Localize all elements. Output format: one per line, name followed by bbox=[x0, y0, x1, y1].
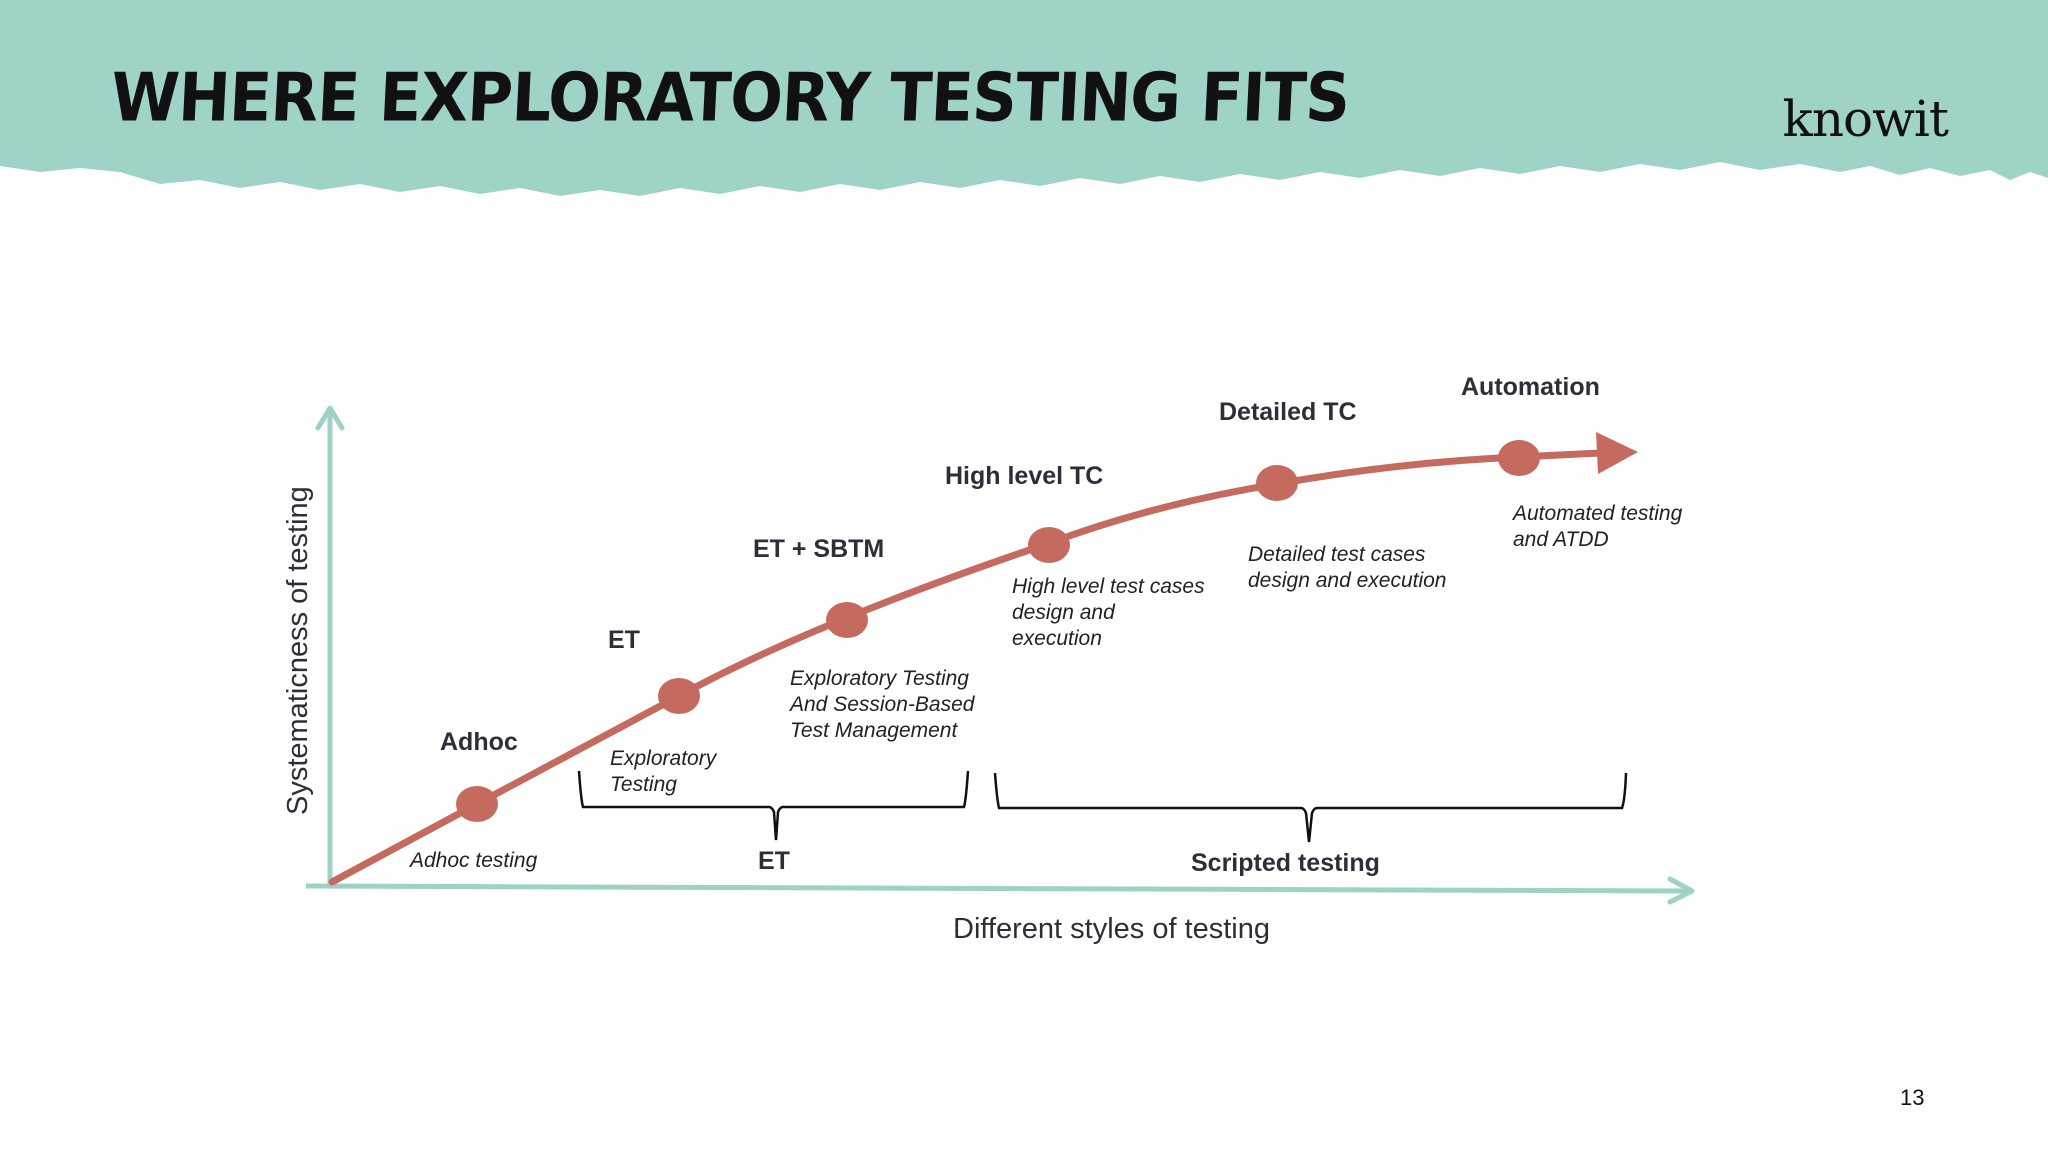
brace-scripted-testing bbox=[993, 772, 1628, 843]
y-axis-arrow-icon bbox=[315, 405, 345, 431]
y-axis-label: Systematicness of testing bbox=[282, 486, 314, 815]
group-label-scripted-testing: Scripted testing bbox=[1191, 849, 1380, 877]
group-label-et: ET bbox=[758, 847, 790, 875]
stage-description-automation: Automated testing and ATDD bbox=[1511, 502, 1688, 551]
stage-marker-high-level-tc bbox=[1028, 527, 1070, 563]
x-axis-arrow-icon bbox=[1667, 876, 1695, 905]
stage-description-high-level-tc: High level test cases design and executi… bbox=[1012, 575, 1210, 650]
x-axis bbox=[305, 883, 1689, 894]
knowit-logo: knowit bbox=[1782, 90, 1949, 148]
stage-label-adhoc: Adhoc bbox=[440, 728, 518, 756]
stage-description-et-sbtm: Exploratory Testing And Session-Based Te… bbox=[788, 667, 980, 742]
stage-label-et-sbtm: ET + SBTM bbox=[753, 535, 884, 563]
stage-description-detailed-tc: Detailed test cases design and execution bbox=[1248, 543, 1447, 592]
stage-label-detailed-tc: Detailed TC bbox=[1219, 398, 1357, 426]
stage-marker-automation bbox=[1498, 440, 1540, 476]
progression-curve bbox=[328, 449, 1604, 886]
stage-label-high-level-tc: High level TC bbox=[945, 462, 1103, 490]
stage-marker-adhoc bbox=[456, 786, 498, 822]
stage-label-automation: Automation bbox=[1461, 373, 1600, 401]
stage-label-et: ET bbox=[608, 626, 640, 654]
header-band bbox=[0, 0, 2048, 196]
brace-et bbox=[577, 770, 970, 841]
stage-description-et: Exploratory Testing bbox=[610, 747, 722, 796]
page-number: 13 bbox=[1900, 1085, 1925, 1110]
stage-marker-detailed-tc bbox=[1256, 465, 1298, 501]
stage-marker-et-sbtm bbox=[826, 602, 868, 638]
stage-marker-et bbox=[658, 678, 700, 714]
x-axis-label: Different styles of testing bbox=[953, 913, 1270, 945]
stage-description-adhoc: Adhoc testing bbox=[408, 849, 538, 872]
curve-arrowhead-icon bbox=[1596, 432, 1638, 474]
